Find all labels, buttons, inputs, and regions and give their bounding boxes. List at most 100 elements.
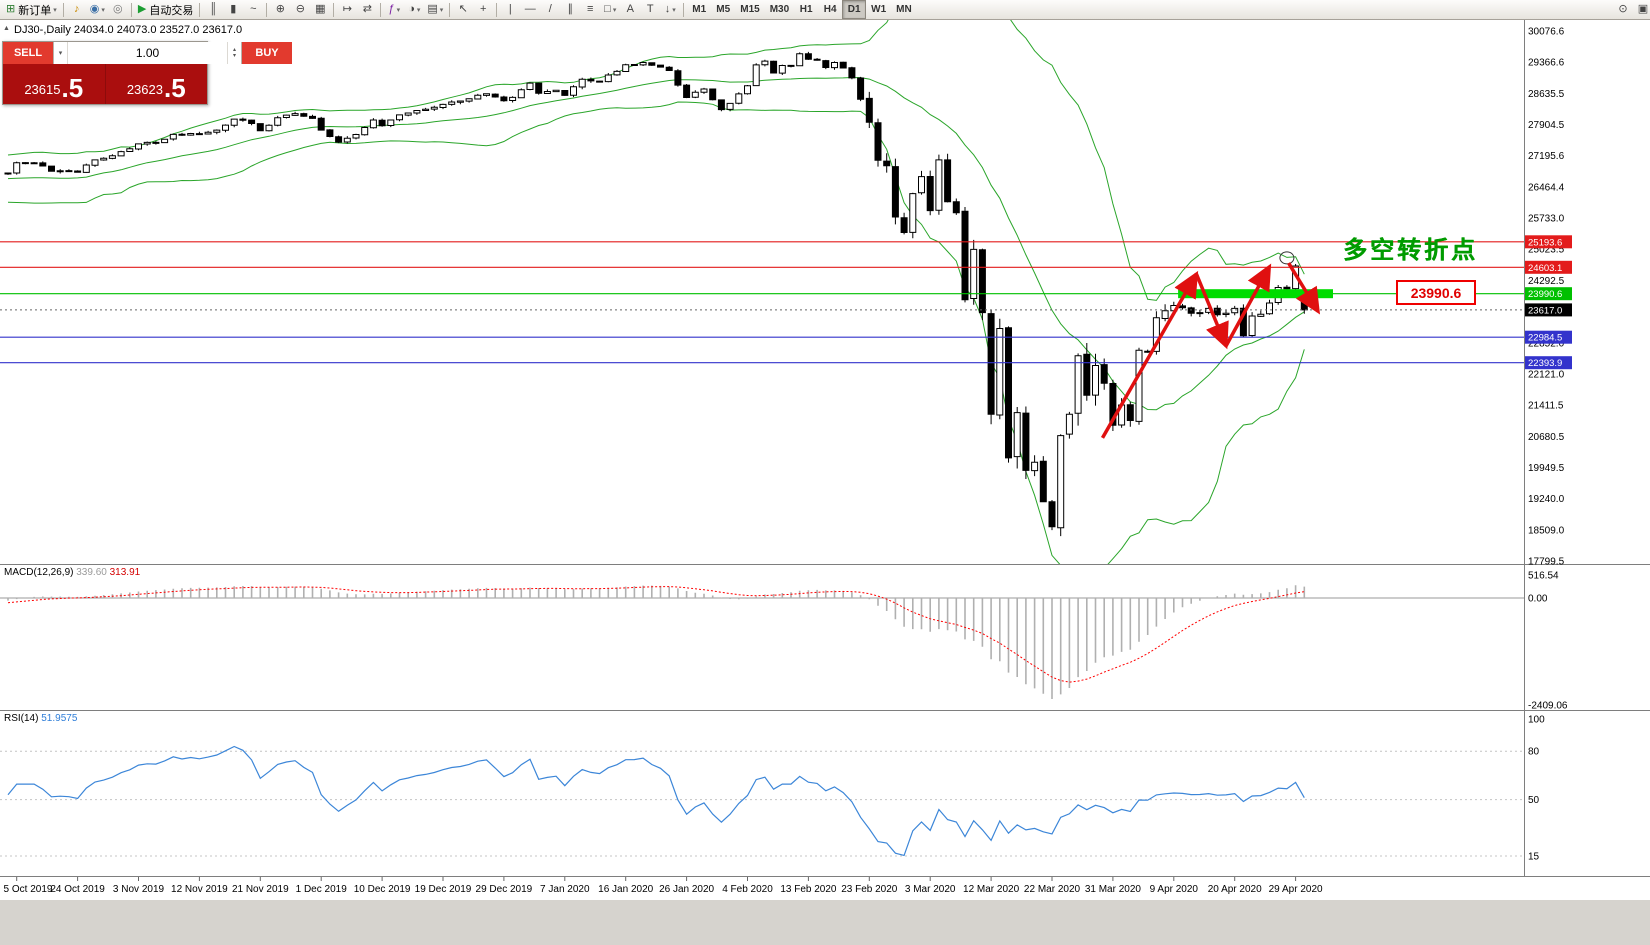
turning-point-annotation[interactable]: 多空转折点 <box>1343 237 1478 264</box>
cursor-icon: ↖ <box>458 3 468 15</box>
chart-shift-button[interactable]: ⇄ <box>357 1 377 18</box>
spinner-up-icon[interactable]: ▴ <box>232 47 236 53</box>
text-button[interactable]: A <box>620 1 640 18</box>
chart-window: 30076.6 29366.6 28635.5 27904.5 27195.6 26464… <box>0 19 1650 900</box>
timeframe-w1-button[interactable]: W1 <box>871 4 887 15</box>
profiles-dropdown-icon[interactable]: ▾ <box>101 6 105 14</box>
new-order-dropdown-icon[interactable]: ▾ <box>53 6 57 14</box>
equidistant-channel-button[interactable]: ∥ <box>560 1 580 18</box>
buy-button[interactable]: BUY <box>242 42 292 64</box>
time-axis-label: 24 Oct 2019 <box>50 884 105 895</box>
templates-dropdown-icon[interactable]: ▾ <box>439 6 444 14</box>
peak-circle-annotation[interactable] <box>1279 251 1295 265</box>
timeframe-m5-button[interactable]: M5 <box>716 4 731 15</box>
timeframe-h4-button[interactable]: H4 <box>823 4 837 15</box>
zoom-in-button[interactable]: ⊕ <box>270 1 290 18</box>
one-click-trading-panel[interactable]: SELL ▾ ▴▾ BUY 23615 .5 23623 .5 <box>2 41 292 105</box>
fibonacci-retracement-button[interactable]: ≡ <box>580 1 600 18</box>
search-icon: ⊙ <box>1618 3 1628 15</box>
window-layout-icon: ▣ <box>1637 3 1649 15</box>
time-axis-label: 21 Nov 2019 <box>232 884 289 895</box>
zigzag-arrow-2[interactable] <box>1194 273 1229 350</box>
price-tag-value: 22393.9 <box>1528 358 1562 369</box>
alerts-button[interactable]: ♪ <box>67 1 87 18</box>
zoom-out-button[interactable]: ⊖ <box>290 1 310 18</box>
toolbar-right-group: ⊙ ▣ <box>1613 1 1650 18</box>
buy-price-main: 23623 <box>126 82 163 97</box>
buy-price-fraction: .5 <box>163 73 186 103</box>
timeframe-mn-button[interactable]: MN <box>896 4 912 15</box>
vertical-line-button[interactable]: | <box>500 1 520 18</box>
shapes-dropdown-icon[interactable]: ▾ <box>612 6 617 14</box>
sell-price-display[interactable]: 23615 .5 <box>3 64 105 104</box>
time-axis-label: 10 Dec 2019 <box>354 884 411 895</box>
time-periods-dropdown-icon[interactable]: ▾ <box>416 6 421 14</box>
volume-spinner[interactable]: ▴ ▾ <box>227 42 241 64</box>
arrows-dropdown-icon[interactable]: ▾ <box>672 6 676 14</box>
chart-canvas[interactable]: 30076.6 29366.6 28635.5 27904.5 27195.6 26464… <box>0 19 1650 900</box>
time-axis-label: 12 Nov 2019 <box>171 884 228 895</box>
candlestick-chart-button[interactable]: ▮ <box>223 1 243 18</box>
spinner-down-icon[interactable]: ▾ <box>232 53 236 59</box>
auto-scroll-button[interactable]: ↦ <box>337 1 357 18</box>
zigzag-arrow-3[interactable] <box>1224 263 1272 347</box>
price-axis-label: 21411.5 <box>1528 401 1564 412</box>
timeframe-m30-button[interactable]: M30 <box>769 4 790 15</box>
profiles-button[interactable]: ◉ ▾ <box>87 1 108 18</box>
rsi-axis-label: 15 <box>1528 852 1540 863</box>
bar-chart-button[interactable]: ║ <box>203 1 223 18</box>
new-order-icon: ⊞ <box>6 3 16 15</box>
line-chart-icon: ~ <box>250 3 257 15</box>
toolbar-separator <box>130 2 132 17</box>
indicators-button[interactable]: ƒ ▾ <box>384 1 404 18</box>
volume-dropdown-icon[interactable]: ▾ <box>54 42 68 64</box>
timeframe-d1-button[interactable]: D1 <box>842 0 867 19</box>
time-axis-label: 9 Apr 2020 <box>1150 884 1199 895</box>
toolbar-separator <box>496 2 498 17</box>
sell-button[interactable]: SELL <box>3 42 53 64</box>
macd-pane[interactable] <box>0 585 1524 699</box>
mql5-community-button[interactable]: ◎ <box>108 1 128 18</box>
price-axis-label: 25733.0 <box>1528 214 1565 225</box>
indicators-dropdown-icon[interactable]: ▾ <box>396 6 401 14</box>
shapes-button[interactable]: □ ▾ <box>600 1 620 18</box>
time-axis-label: 22 Mar 2020 <box>1024 884 1081 895</box>
tile-windows-button[interactable]: ▦ <box>310 1 330 18</box>
time-axis-label: 5 Oct 2019 <box>4 884 53 895</box>
volume-input[interactable] <box>68 42 227 64</box>
main-price-pane[interactable] <box>0 19 1524 576</box>
window-layout-button[interactable]: ▣ <box>1633 1 1650 18</box>
projection-arrow[interactable] <box>1287 262 1321 315</box>
time-axis-label: 7 Jan 2020 <box>540 884 590 895</box>
time-axis-label: 1 Dec 2019 <box>296 884 348 895</box>
horizontal-line-button[interactable]: — <box>520 1 540 18</box>
search-button[interactable]: ⊙ <box>1613 1 1633 18</box>
time-periods-button[interactable]: ◑ ▾ <box>404 1 424 18</box>
bollinger-upper-band <box>7 19 1305 301</box>
trade-panel-top-row: SELL ▾ ▴▾ BUY <box>3 42 292 64</box>
macd-main-value: 339.60 <box>76 567 107 578</box>
text-label-button[interactable]: T <box>640 1 660 18</box>
line-chart-button[interactable]: ~ <box>243 1 263 18</box>
timeframe-m15-button[interactable]: M15 <box>740 4 760 15</box>
rsi-pane[interactable] <box>0 745 1524 857</box>
alerts-icon: ♪ <box>73 3 80 15</box>
timeframe-h1-button[interactable]: H1 <box>799 4 813 15</box>
trendline-button[interactable]: / <box>540 1 560 18</box>
price-axis-label: 27904.5 <box>1528 120 1565 131</box>
price-tag <box>1525 330 1572 344</box>
zigzag-arrow-1[interactable] <box>1100 270 1199 439</box>
buy-price-display[interactable]: 23623 .5 <box>104 64 207 104</box>
arrows-icon: ↓ <box>664 3 671 15</box>
mql5-community-icon: ◎ <box>113 3 123 15</box>
auto-trading-icon: ▶ <box>137 3 147 15</box>
crosshair-button[interactable]: + <box>473 1 493 18</box>
arrows-button[interactable]: ↓ ▾ <box>660 1 680 18</box>
templates-button[interactable]: ▤ ▾ <box>424 1 446 18</box>
price-callout-box[interactable]: 23990.6 <box>1396 280 1476 305</box>
auto-trading-button[interactable]: ▶ 自动交易 <box>135 1 196 18</box>
one-click-collapse-icon[interactable]: ▲ <box>3 25 10 32</box>
cursor-button[interactable]: ↖ <box>453 1 473 18</box>
timeframe-m1-button[interactable]: M1 <box>692 4 707 15</box>
new-order-button[interactable]: ⊞ 新订单 ▾ <box>3 1 60 18</box>
